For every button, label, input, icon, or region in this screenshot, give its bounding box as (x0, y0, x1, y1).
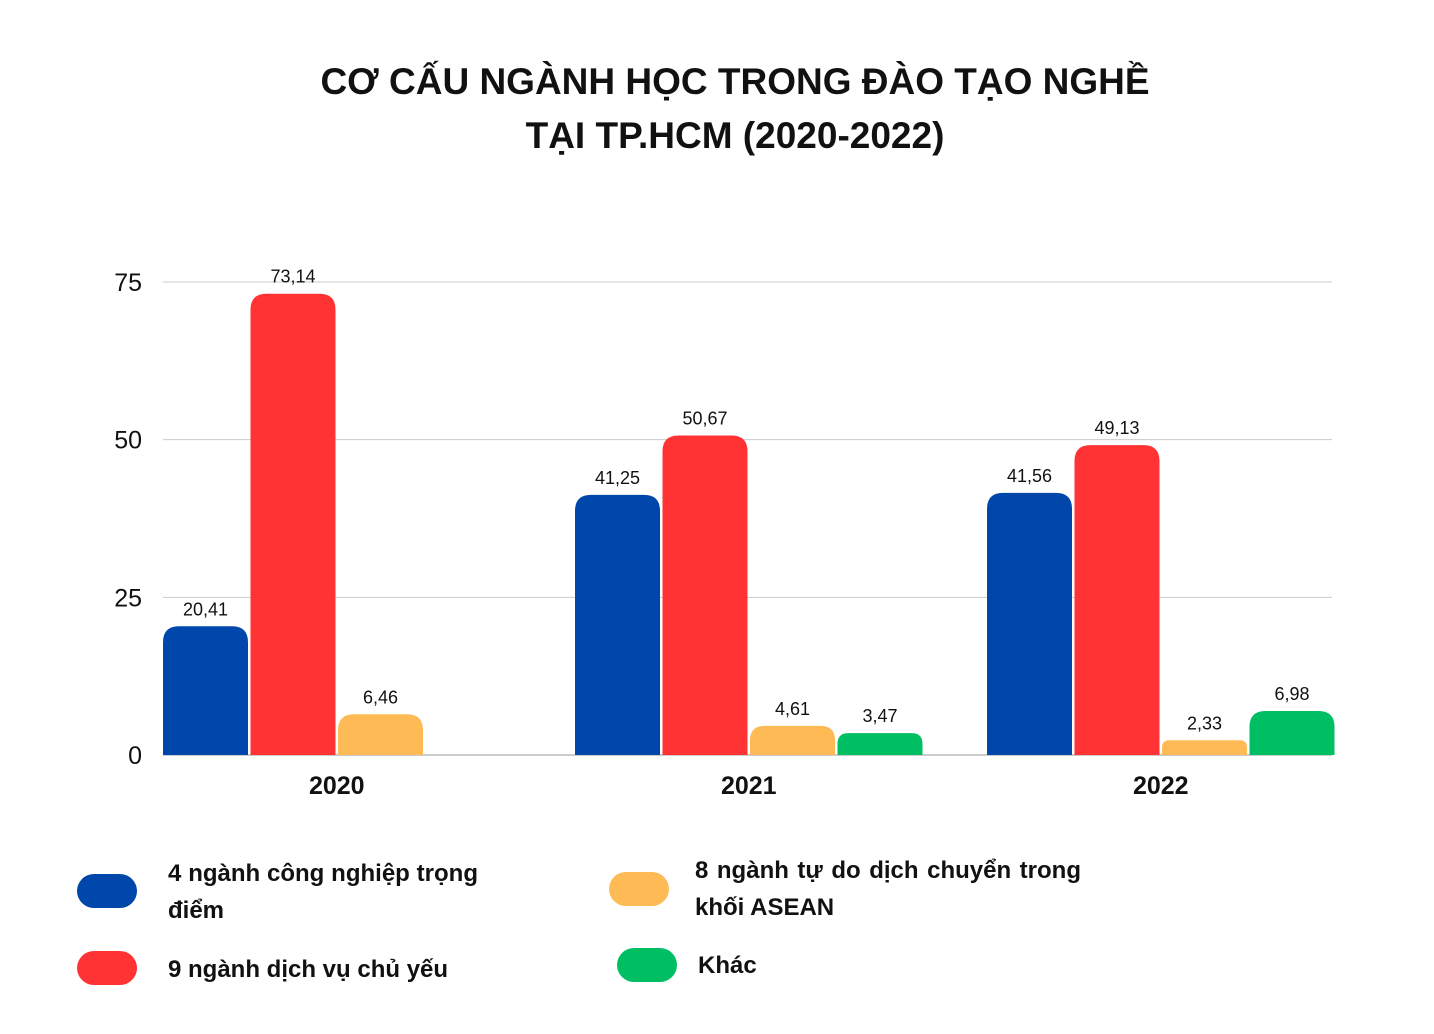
bar (1162, 740, 1247, 755)
chart-title-line-1: CƠ CẤU NGÀNH HỌC TRONG ĐÀO TẠO NGHỀ (320, 61, 1150, 102)
legend-swatch-green (617, 948, 677, 982)
data-label: 20,41 (183, 599, 228, 619)
data-label: 49,13 (1094, 418, 1139, 438)
x-tick-label: 2022 (1133, 772, 1189, 800)
data-label: 3,47 (862, 706, 897, 726)
chart-title-line-2: TẠI TP.HCM (2020-2022) (525, 115, 945, 156)
y-tick-label: 25 (114, 584, 142, 612)
bar (837, 733, 923, 755)
y-tick-label: 75 (114, 269, 142, 297)
legend-swatch-red (77, 951, 137, 985)
bar (163, 626, 248, 755)
data-label: 2,33 (1187, 713, 1222, 733)
y-tick-label: 0 (128, 742, 142, 770)
data-label: 6,98 (1274, 684, 1309, 704)
legend-swatch-orange (609, 872, 669, 906)
y-tick-label: 50 (114, 427, 142, 455)
bar (1074, 445, 1160, 755)
data-label: 73,14 (270, 267, 315, 287)
bar (338, 714, 423, 755)
bar (987, 492, 1072, 755)
data-label: 41,56 (1007, 466, 1052, 486)
bar (575, 494, 660, 755)
bar (1249, 710, 1335, 755)
legend-label-series-4: Khác (698, 952, 757, 979)
data-label: 50,67 (682, 408, 727, 428)
data-label: 41,25 (595, 468, 640, 488)
bar (250, 293, 336, 755)
legend-swatch-blue (77, 874, 137, 908)
data-label: 4,61 (775, 699, 810, 719)
legend-label-series-2: 9 ngành dịch vụ chủ yếu (168, 956, 449, 983)
x-tick-label: 2021 (721, 772, 777, 800)
legend-label-series-1: 4 ngành công nghiệp trọng điểm (168, 860, 478, 924)
bar (750, 725, 835, 755)
bar (662, 435, 748, 755)
data-label: 6,46 (363, 687, 398, 707)
x-tick-label: 2020 (309, 772, 365, 800)
legend-label-series-3: 8 ngành tự do dịch chuyển trong khối ASE… (695, 857, 1081, 921)
chart-title: CƠ CẤU NGÀNH HỌC TRONG ĐÀO TẠO NGHỀ TẠI … (0, 55, 1434, 163)
